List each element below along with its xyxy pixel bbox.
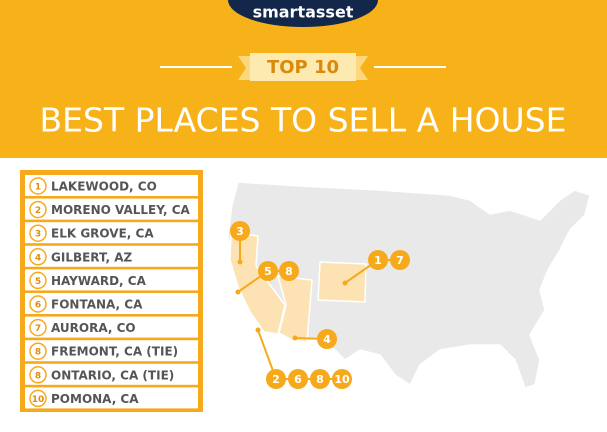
map-marker (266, 369, 286, 389)
list-row (25, 340, 198, 362)
rank: 4 (35, 253, 41, 263)
place-name: LAKEWOOD, CO (51, 180, 157, 194)
rank: 1 (35, 183, 41, 193)
title: BEST PLACES TO SELL A HOUSE (40, 101, 567, 140)
rank-circle (29, 389, 47, 408)
logo: smartasset (253, 3, 354, 22)
marker-label: 4 (323, 333, 331, 346)
state-colorado (317, 261, 367, 303)
badge: TOP 10 (267, 57, 339, 78)
map-marker (317, 329, 337, 349)
rank: 8 (35, 371, 41, 381)
rank: 3 (35, 230, 41, 240)
rank-circle (29, 177, 47, 195)
marker-label: 7 (396, 254, 404, 267)
rank: 2 (35, 206, 41, 216)
logo-badge (228, 0, 378, 27)
rank-circle (29, 248, 47, 266)
location-dot (255, 327, 261, 333)
location-dot (342, 280, 348, 286)
location-dot (235, 289, 241, 295)
marker-label: 1 (374, 254, 382, 267)
marker-label: 2 (272, 373, 280, 386)
ribbon-tail (238, 56, 252, 80)
list-row (25, 387, 198, 409)
state-arizona (276, 275, 313, 343)
list-row (25, 269, 198, 291)
place-name: MORENO VALLEY, CA (51, 203, 190, 217)
marker-label: 8 (316, 373, 324, 386)
list-row (25, 245, 198, 267)
list-row (25, 198, 198, 220)
rank: 6 (35, 301, 41, 311)
marker-label: 5 (264, 265, 272, 278)
place-name: ONTARIO, CA (TIE) (51, 368, 174, 382)
map-marker (258, 261, 278, 281)
map-marker (310, 369, 330, 389)
map-marker (390, 250, 410, 270)
location-dot (237, 259, 243, 265)
ribbon (250, 53, 356, 81)
rank: 5 (35, 277, 41, 287)
rank-circle (29, 200, 47, 219)
map-marker (368, 250, 388, 270)
rank-circle (29, 224, 47, 242)
rank: 7 (35, 324, 41, 334)
rank: 8 (35, 348, 41, 358)
marker-label: 3 (236, 225, 244, 238)
place-name: AURORA, CO (51, 321, 136, 335)
list-row (25, 222, 198, 244)
marker-label: 10 (334, 373, 350, 386)
location-dot (292, 335, 298, 341)
place-name: ELK GROVE, CA (51, 227, 154, 241)
rank-circle (29, 271, 47, 290)
state-california (229, 231, 286, 335)
place-name: FONTANA, CA (51, 298, 143, 312)
list-row (25, 363, 198, 385)
rank-circle (29, 342, 47, 360)
place-name: POMONA, CA (51, 392, 139, 406)
marker-label: 6 (294, 373, 302, 386)
marker-label: 8 (285, 265, 293, 278)
ribbon-tail (354, 56, 368, 80)
map-marker (288, 369, 308, 389)
rank-circle (29, 366, 47, 384)
list-row (25, 175, 198, 196)
map-marker (332, 369, 352, 389)
place-name: HAYWARD, CA (51, 274, 147, 288)
place-name: GILBERT, AZ (51, 250, 133, 264)
rank-circle (29, 295, 47, 313)
place-name: FREMONT, CA (TIE) (51, 345, 178, 359)
list-row (25, 293, 198, 314)
rank: 10 (32, 395, 45, 405)
list-row (25, 316, 198, 338)
map-marker (279, 261, 299, 281)
map-marker (230, 221, 250, 241)
rank-circle (29, 318, 47, 337)
